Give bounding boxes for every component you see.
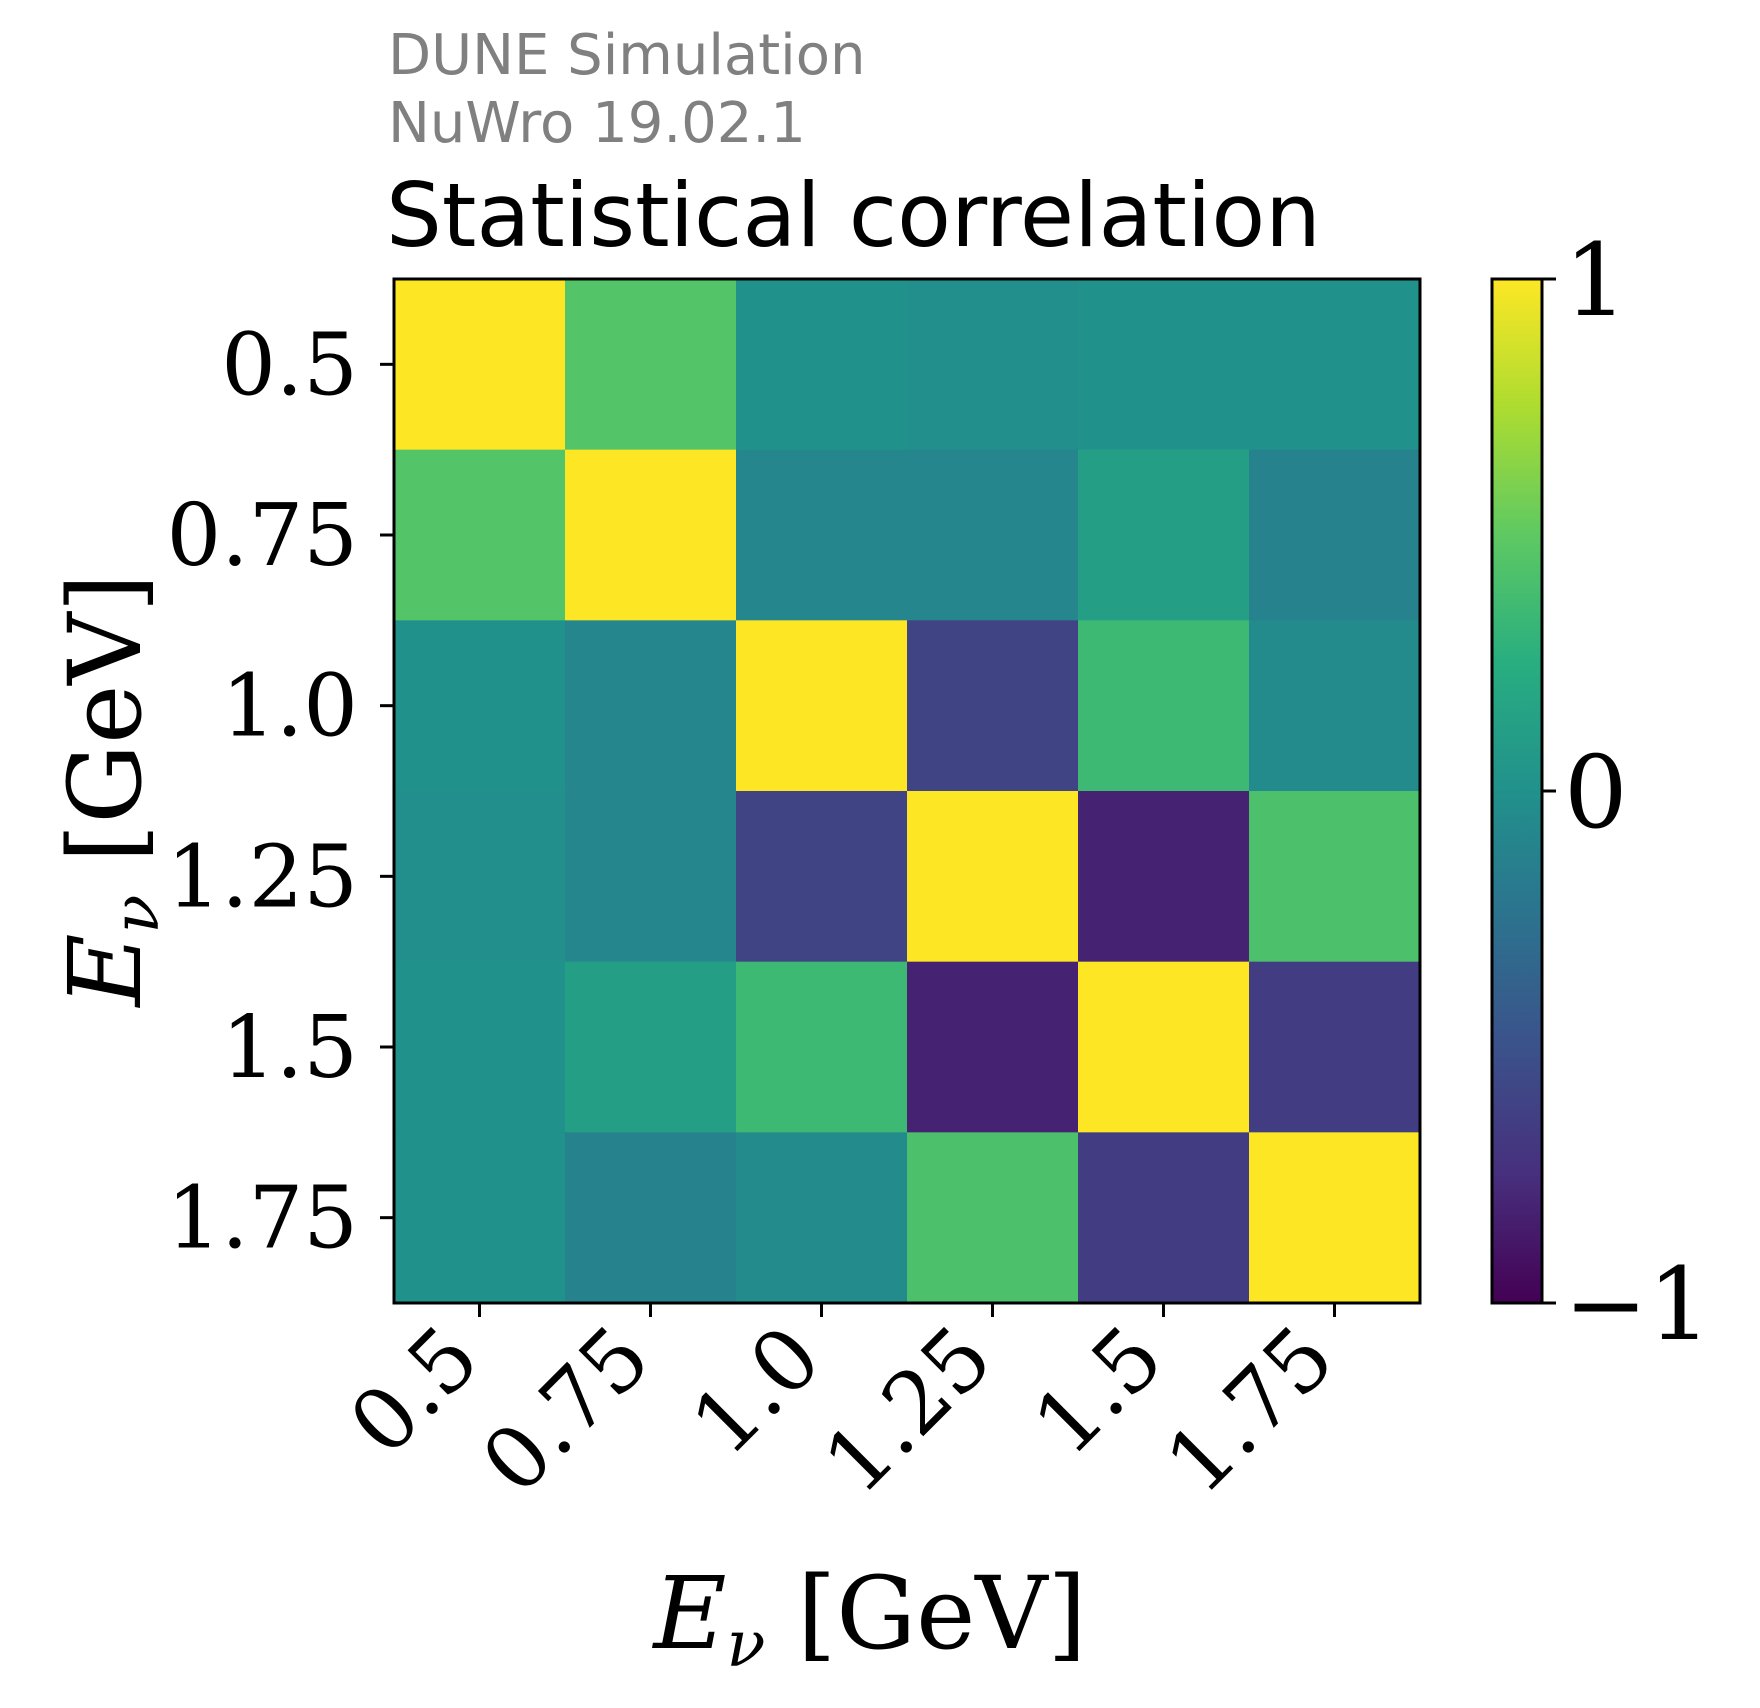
y-tick-label: 1.5 xyxy=(221,998,358,1098)
heatmap-cell xyxy=(907,279,1079,451)
heatmap-cell xyxy=(1078,620,1250,792)
heatmap-cell xyxy=(565,1132,737,1304)
heatmap-cell xyxy=(1249,620,1421,792)
x-tick-label: 0.75 xyxy=(463,1307,669,1513)
heatmap-cell xyxy=(565,279,737,451)
heatmap-cell xyxy=(394,279,566,451)
heatmap-cell xyxy=(1078,449,1250,621)
heatmap-cell xyxy=(394,620,566,792)
heatmap-cell xyxy=(565,791,737,963)
heatmap-cell xyxy=(565,961,737,1133)
heatmap-cell xyxy=(907,1132,1079,1304)
header-line-1: DUNE Simulation xyxy=(388,23,865,88)
y-axis-ticks: 0.5 0.75 1.0 1.25 1.5 1.75 xyxy=(167,315,394,1269)
heatmap-cell xyxy=(1078,1132,1250,1304)
heatmap-cell xyxy=(1249,279,1421,451)
heatmap-cell xyxy=(736,791,908,963)
heatmap-cell xyxy=(736,1132,908,1304)
heatmap-cell xyxy=(1078,791,1250,963)
heatmap-cell xyxy=(1249,1132,1421,1304)
y-tick-label: 1.25 xyxy=(167,827,358,927)
colorbar xyxy=(1490,277,1544,1305)
colorbar-tick-label: 1 xyxy=(1564,222,1628,339)
header-line-2: NuWro 19.02.1 xyxy=(388,91,806,156)
heatmap-cell xyxy=(565,449,737,621)
heatmap-cell xyxy=(736,449,908,621)
y-tick-label: 1.75 xyxy=(167,1169,358,1269)
x-tick-label: 1.25 xyxy=(805,1307,1011,1513)
y-tick-label: 0.5 xyxy=(221,315,358,415)
colorbar-tick-label: 0 xyxy=(1564,734,1628,851)
heatmap-cell xyxy=(394,961,566,1133)
heatmap-cell xyxy=(394,449,566,621)
heatmap-cell xyxy=(1249,791,1421,963)
y-tick-label: 0.75 xyxy=(167,486,358,586)
heatmap-cell xyxy=(736,961,908,1133)
heatmap-cell xyxy=(907,620,1079,792)
x-axis-label: Eν [GeV] xyxy=(652,1555,1087,1682)
heatmap-cell xyxy=(907,961,1079,1133)
heatmap-cell xyxy=(1249,449,1421,621)
heatmap-cells xyxy=(394,279,1421,1304)
heatmap-cell xyxy=(1249,961,1421,1133)
heatmap-cell xyxy=(907,791,1079,963)
heatmap-cell xyxy=(907,449,1079,621)
colorbar-ticks: 1 0 −1 xyxy=(1542,222,1711,1363)
heatmap-cell xyxy=(394,791,566,963)
heatmap-cell xyxy=(736,620,908,792)
x-axis-ticks: 0.50.75 1.01.25 1.51.75 xyxy=(331,1303,1353,1513)
heatmap-cell xyxy=(1078,961,1250,1133)
heatmap-cell xyxy=(394,1132,566,1304)
colorbar-tick-label: −1 xyxy=(1564,1246,1711,1363)
heatmap-cell xyxy=(736,279,908,451)
y-axis-label: Eν [GeV] xyxy=(47,574,174,1009)
heatmap-cell xyxy=(1078,279,1250,451)
heatmap-cell xyxy=(565,620,737,792)
y-tick-label: 1.0 xyxy=(221,657,358,757)
chart-title: Statistical correlation xyxy=(386,164,1321,267)
x-tick-label: 1.75 xyxy=(1147,1307,1353,1513)
plot-frame xyxy=(392,277,1422,1305)
